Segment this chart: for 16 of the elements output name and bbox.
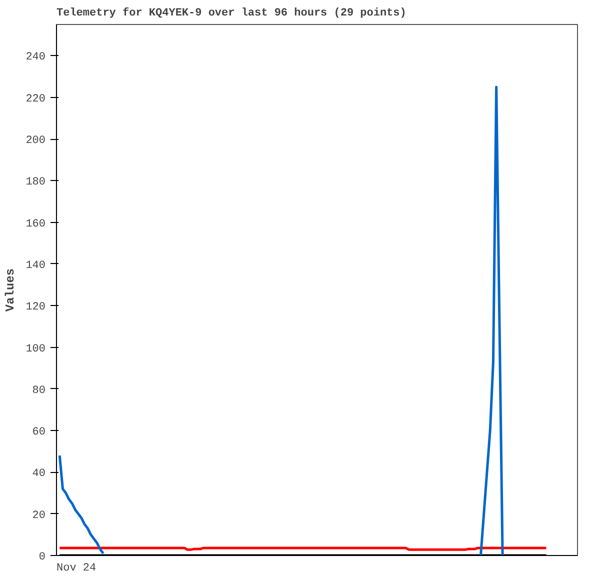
y-tick-label: 140 [26, 260, 46, 272]
y-tick-label: 120 [26, 302, 46, 314]
y-tick-label: 0 [38, 552, 46, 564]
y-tick-label: 100 [26, 343, 46, 356]
y-axis-title: Values [4, 268, 18, 312]
y-tick-label: 40 [32, 468, 46, 480]
y-tick-label: 80 [32, 384, 46, 397]
y-tick-label: 240 [26, 52, 46, 64]
chart-title: Telemetry for KQ4YEK-9 over last 96 hours (29 points) [56, 6, 406, 20]
y-tick-label: 220 [26, 93, 46, 106]
y-tick-label: 180 [26, 176, 46, 189]
text: Nov 24 [56, 562, 97, 574]
y-tick-label: 60 [32, 426, 46, 439]
y-tick-label: 20 [32, 510, 46, 522]
y-tick-label: 160 [26, 218, 46, 230]
y-tick-label: 200 [26, 135, 46, 148]
